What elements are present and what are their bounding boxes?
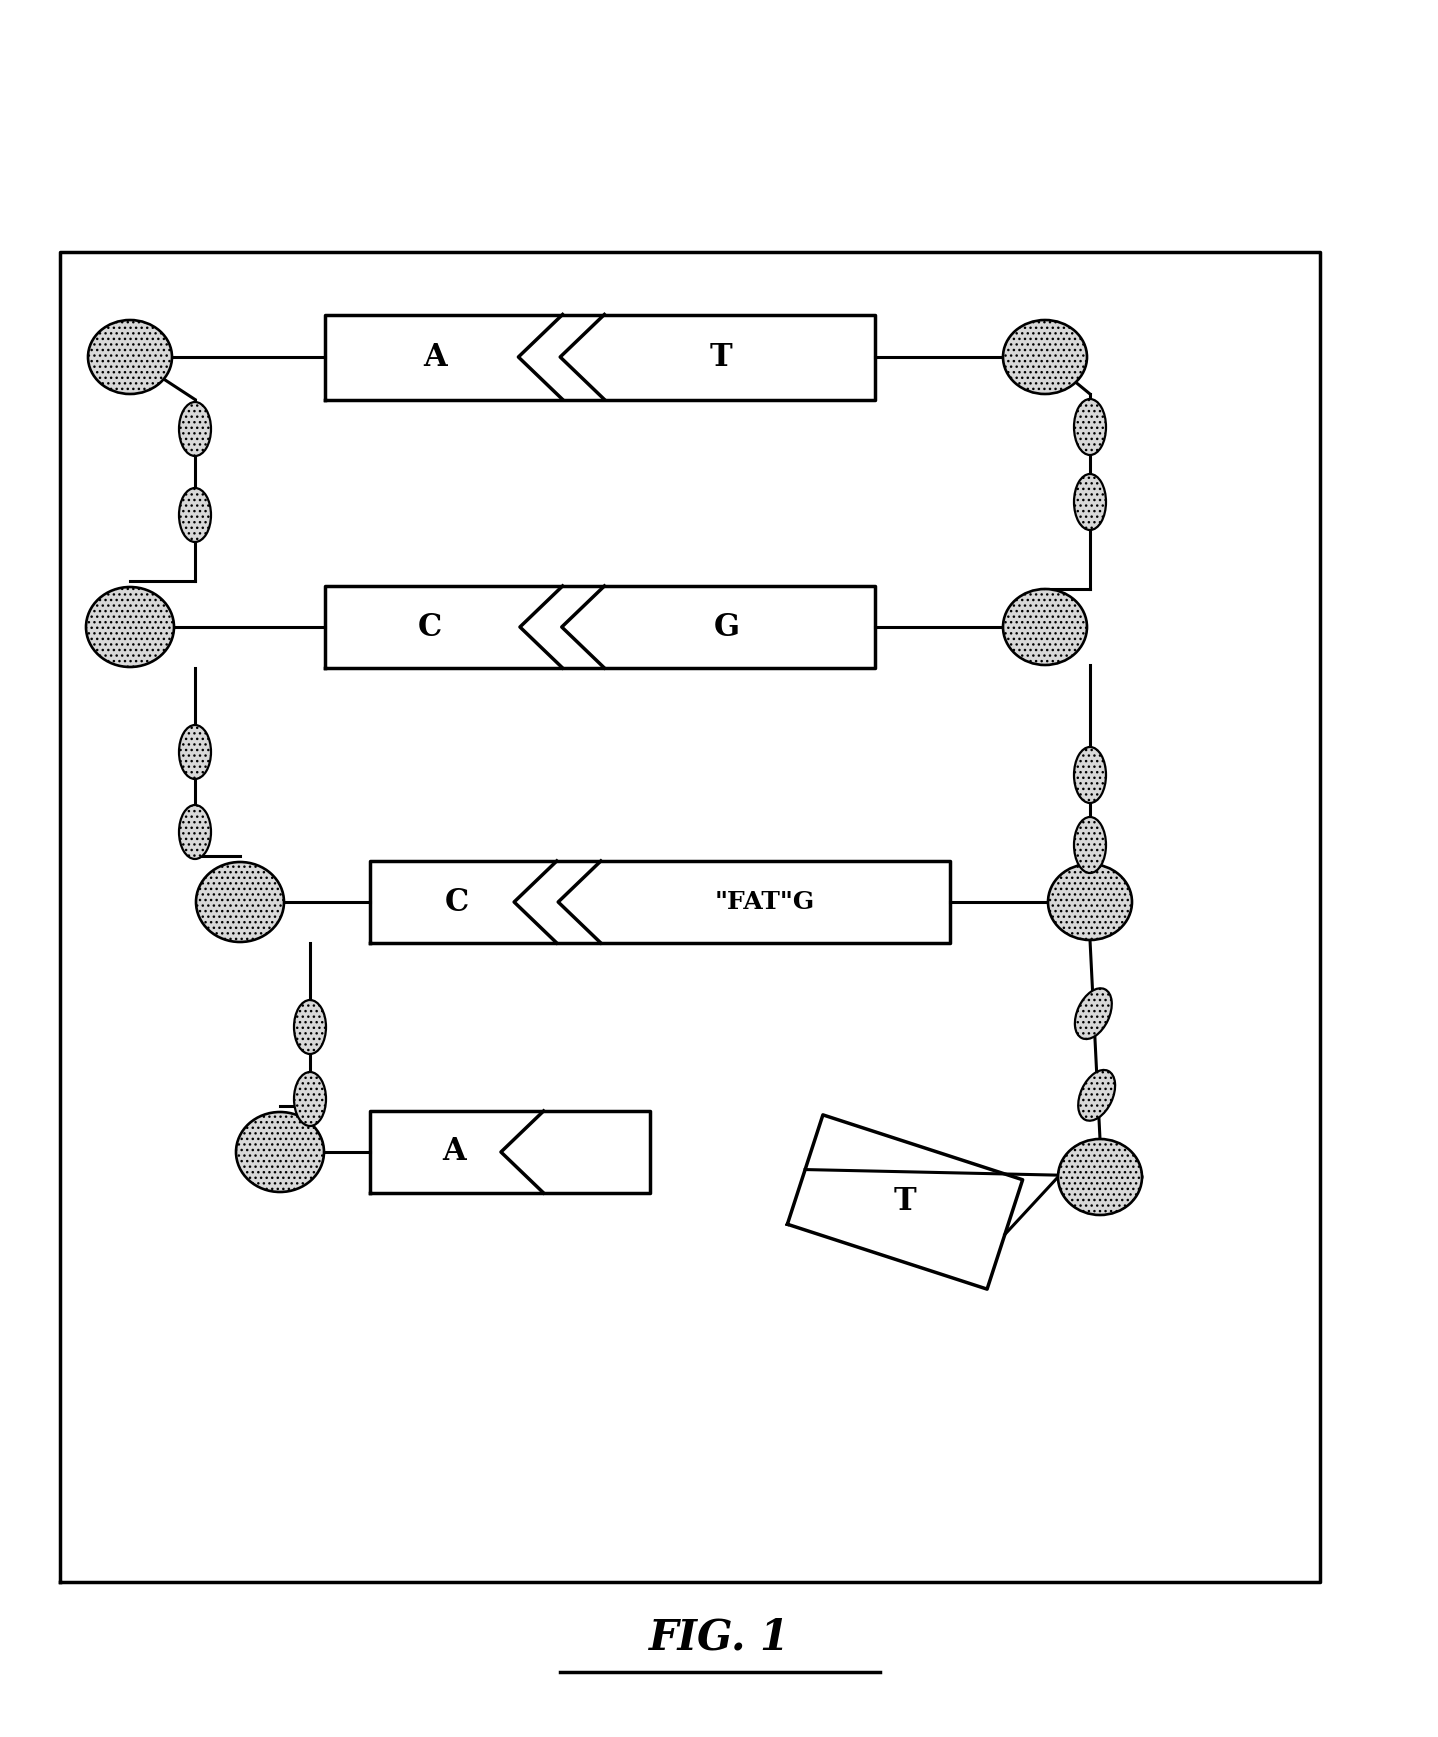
Polygon shape <box>325 314 874 400</box>
Text: C: C <box>444 886 469 917</box>
Polygon shape <box>60 252 1320 1582</box>
Ellipse shape <box>1078 1070 1114 1120</box>
Ellipse shape <box>1002 589 1087 665</box>
Ellipse shape <box>236 1112 324 1192</box>
Text: "FAT"G: "FAT"G <box>715 889 814 914</box>
Ellipse shape <box>86 587 174 667</box>
Text: C: C <box>417 611 441 643</box>
Ellipse shape <box>178 401 211 457</box>
Text: G: G <box>713 611 739 643</box>
Text: FIG. 1: FIG. 1 <box>649 1615 789 1659</box>
Ellipse shape <box>196 862 283 941</box>
Polygon shape <box>325 585 874 669</box>
Ellipse shape <box>1002 320 1087 394</box>
Polygon shape <box>370 862 951 943</box>
Text: T: T <box>893 1186 916 1218</box>
Text: A: A <box>443 1136 466 1167</box>
Text: T: T <box>709 342 732 372</box>
Polygon shape <box>370 1112 650 1193</box>
Ellipse shape <box>178 488 211 542</box>
Ellipse shape <box>178 804 211 860</box>
Ellipse shape <box>1074 988 1112 1039</box>
Ellipse shape <box>293 1072 326 1126</box>
Ellipse shape <box>1048 863 1132 940</box>
Ellipse shape <box>1058 1139 1142 1214</box>
Ellipse shape <box>1074 474 1106 530</box>
Ellipse shape <box>293 1001 326 1054</box>
Text: A: A <box>423 342 447 372</box>
Ellipse shape <box>88 320 173 394</box>
Ellipse shape <box>1074 747 1106 802</box>
Ellipse shape <box>178 724 211 778</box>
Ellipse shape <box>1074 400 1106 455</box>
Polygon shape <box>788 1115 1022 1289</box>
Ellipse shape <box>1074 816 1106 874</box>
